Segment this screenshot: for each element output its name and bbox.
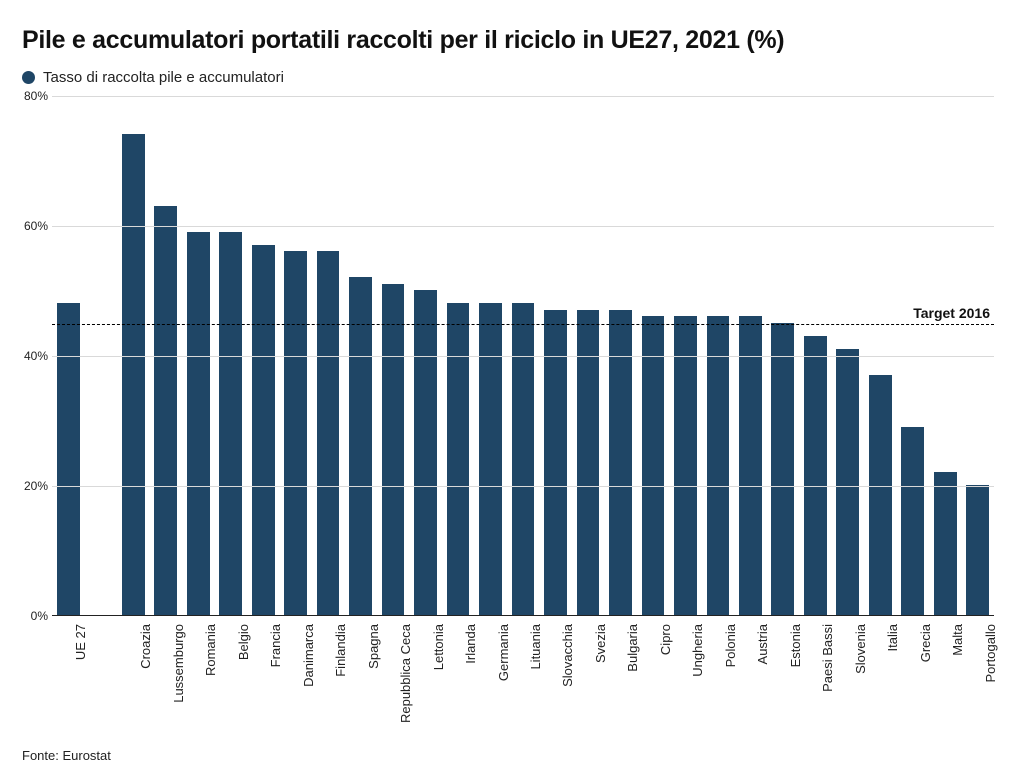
- x-tick-label: Italia: [885, 624, 900, 651]
- x-tick-label: Repubblica Ceca: [398, 624, 413, 723]
- x-tick-label: Francia: [268, 624, 283, 667]
- grid-line: [52, 356, 994, 357]
- bar: [122, 134, 145, 615]
- x-tick-label: Romania: [203, 624, 218, 676]
- chart-title: Pile e accumulatori portatili raccolti p…: [22, 26, 998, 55]
- bar: [317, 251, 340, 615]
- bar: [739, 316, 762, 615]
- legend-swatch-icon: [22, 71, 35, 84]
- x-tick-label: Austria: [755, 624, 770, 664]
- grid-line: [52, 226, 994, 227]
- bar: [642, 316, 665, 615]
- x-tick-label: Germania: [496, 624, 511, 681]
- chart-source: Fonte: Eurostat: [22, 748, 111, 763]
- y-tick-label: 60%: [22, 219, 48, 233]
- bar: [836, 349, 859, 616]
- chart-container: Pile e accumulatori portatili raccolti p…: [0, 0, 1020, 777]
- x-tick-label: Estonia: [788, 624, 803, 667]
- chart-frame: 0%20%40%60%80%Target 2016 UE 27 Croazia Lu…: [22, 96, 994, 722]
- bar: [771, 323, 794, 616]
- x-tick-label: Grecia: [918, 624, 933, 662]
- bar: [349, 277, 372, 615]
- plot-area: 0%20%40%60%80%Target 2016: [52, 96, 994, 616]
- x-tick-label: Portogallo: [983, 624, 998, 683]
- y-tick-label: 0%: [22, 609, 48, 623]
- x-tick-label: Bulgaria: [625, 624, 640, 672]
- bar: [414, 290, 437, 615]
- bar: [804, 336, 827, 616]
- grid-line: [52, 486, 994, 487]
- x-tick-label: Lettonia: [431, 624, 446, 670]
- bar: [966, 485, 989, 615]
- x-tick-label: Belgio: [236, 624, 251, 660]
- bar: [154, 206, 177, 616]
- y-tick-label: 40%: [22, 349, 48, 363]
- bar: [479, 303, 502, 615]
- bar: [219, 232, 242, 616]
- bar: [512, 303, 535, 615]
- x-tick-label: Svezia: [593, 624, 608, 663]
- x-tick-label: UE 27: [73, 624, 88, 660]
- bar: [252, 245, 275, 616]
- x-axis-labels: UE 27 Croazia Lussemburgo Romania Belgio Fran…: [52, 616, 994, 716]
- x-tick-label: Slovacchia: [560, 624, 575, 687]
- bar: [707, 316, 730, 615]
- x-tick-label: Paesi Bassi: [820, 624, 835, 692]
- chart-legend: Tasso di raccolta pile e accumulatori: [22, 69, 998, 86]
- bar: [447, 303, 470, 615]
- bar: [187, 232, 210, 616]
- bar: [901, 427, 924, 616]
- bar: [382, 284, 405, 616]
- x-tick-label: Finlandia: [333, 624, 348, 677]
- x-tick-label: Slovenia: [853, 624, 868, 674]
- bar: [57, 303, 80, 615]
- x-tick-label: Spagna: [366, 624, 381, 669]
- legend-label: Tasso di raccolta pile e accumulatori: [43, 69, 284, 86]
- bar: [674, 316, 697, 615]
- x-tick-label: Cipro: [658, 624, 673, 655]
- x-tick-label: Lituania: [528, 624, 543, 670]
- target-line: [52, 324, 994, 325]
- bar: [934, 472, 957, 615]
- x-tick-label: Polonia: [723, 624, 738, 667]
- x-tick-label: Lussemburgo: [171, 624, 186, 703]
- x-tick-label: Croazia: [138, 624, 153, 669]
- y-tick-label: 20%: [22, 479, 48, 493]
- x-tick-label: Ungheria: [690, 624, 705, 677]
- x-tick-label: Irlanda: [463, 624, 478, 664]
- x-tick-label: Danimarca: [301, 624, 316, 687]
- target-label: Target 2016: [913, 304, 990, 320]
- grid-line: [52, 96, 994, 97]
- bar: [284, 251, 307, 615]
- bar: [869, 375, 892, 616]
- x-tick-label: Malta: [950, 624, 965, 656]
- y-tick-label: 80%: [22, 89, 48, 103]
